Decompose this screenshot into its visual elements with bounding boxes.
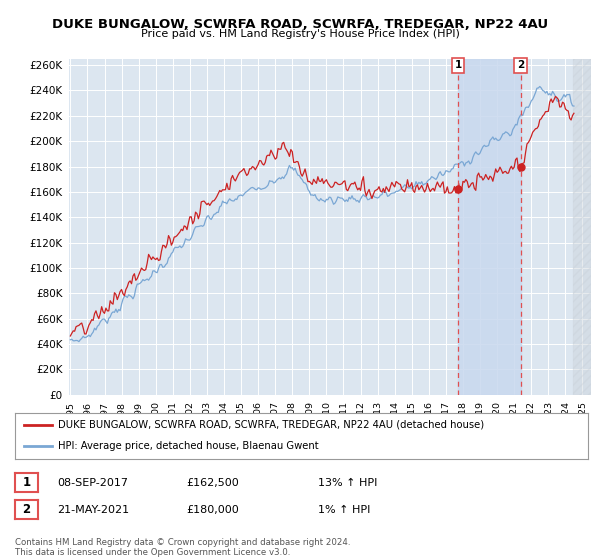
Text: 08-SEP-2017: 08-SEP-2017 (57, 478, 128, 488)
Text: 1: 1 (454, 60, 461, 71)
Text: 2: 2 (22, 503, 31, 516)
Text: 21-MAY-2021: 21-MAY-2021 (57, 505, 129, 515)
Text: Contains HM Land Registry data © Crown copyright and database right 2024.
This d: Contains HM Land Registry data © Crown c… (15, 538, 350, 557)
Point (516, 162, 526, 171)
Text: DUKE BUNGALOW, SCWRFA ROAD, SCWRFA, TREDEGAR, NP22 4AU: DUKE BUNGALOW, SCWRFA ROAD, SCWRFA, TRED… (52, 18, 548, 31)
Text: £180,000: £180,000 (186, 505, 239, 515)
Text: Price paid vs. HM Land Registry's House Price Index (HPI): Price paid vs. HM Land Registry's House … (140, 29, 460, 39)
Point (453, 184, 463, 193)
Text: HPI: Average price, detached house, Blaenau Gwent: HPI: Average price, detached house, Blae… (58, 441, 319, 451)
Text: DUKE BUNGALOW, SCWRFA ROAD, SCWRFA, TREDEGAR, NP22 4AU (detached house): DUKE BUNGALOW, SCWRFA ROAD, SCWRFA, TRED… (58, 420, 484, 430)
Text: 1: 1 (22, 476, 31, 489)
Text: 13% ↑ HPI: 13% ↑ HPI (318, 478, 377, 488)
Text: 2: 2 (517, 60, 524, 71)
Bar (572, 59, 591, 395)
Text: 1% ↑ HPI: 1% ↑ HPI (318, 505, 370, 515)
Text: £162,500: £162,500 (186, 478, 239, 488)
Bar (458, 59, 521, 395)
